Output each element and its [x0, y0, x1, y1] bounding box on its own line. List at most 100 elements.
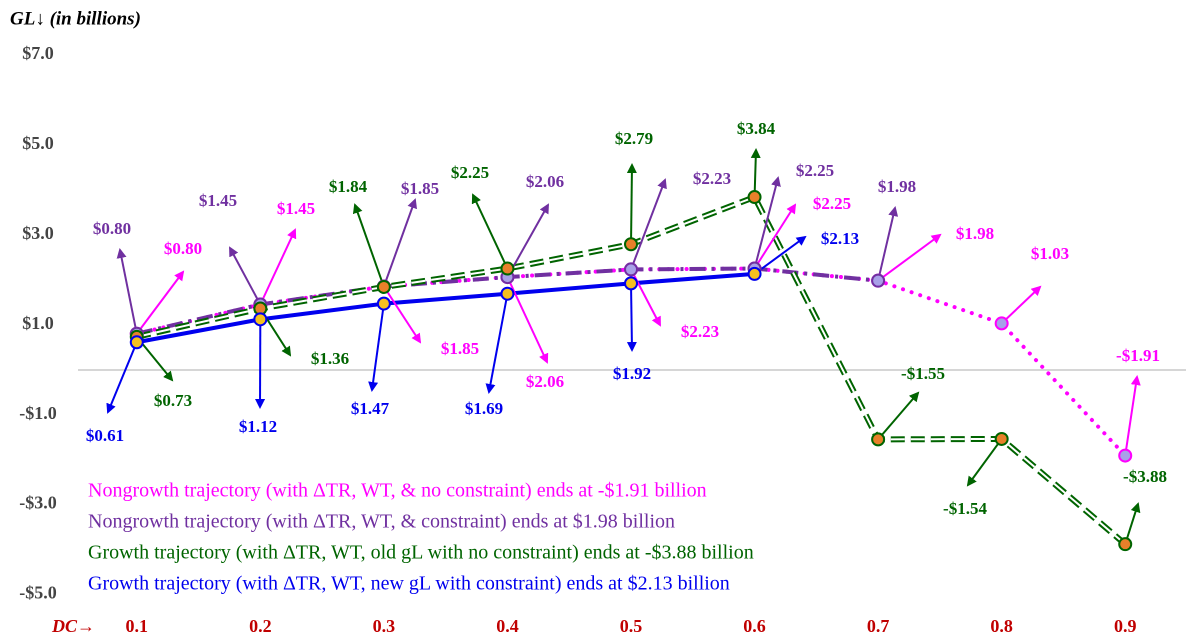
y-tick-label: $1.0 [22, 313, 54, 333]
value-label: $2.06 [526, 172, 564, 191]
point [994, 316, 1009, 331]
arrow [753, 176, 781, 269]
value-label: $2.25 [796, 161, 834, 180]
value-label: $1.45 [277, 199, 315, 218]
arrow [106, 341, 138, 414]
series-line [136, 271, 755, 345]
arrow [966, 438, 1003, 487]
point [871, 273, 886, 288]
value-label: $0.73 [154, 391, 192, 410]
value-label: $2.79 [615, 129, 653, 148]
value-label: -$3.88 [1123, 467, 1167, 486]
value-label: $1.12 [239, 417, 277, 436]
value-label: $1.98 [878, 177, 916, 196]
y-tick-label: $7.0 [22, 43, 54, 63]
legend-entry: Nongrowth trajectory (with ΔTR, WT, & no… [88, 480, 707, 502]
arrow [383, 285, 422, 344]
x-tick-label: 0.6 [743, 616, 766, 636]
y-tick-label: -$5.0 [19, 583, 57, 603]
arrow [1124, 502, 1141, 545]
legend-entry: Nongrowth trajectory (with ΔTR, WT, & co… [88, 511, 675, 533]
value-label: $2.06 [526, 372, 564, 391]
y-tick-label: $3.0 [22, 223, 54, 243]
point [994, 431, 1009, 446]
value-label: $1.85 [401, 179, 439, 198]
x-tick-label: 0.7 [867, 616, 890, 636]
value-label: $3.84 [737, 119, 776, 138]
value-label: $2.25 [451, 163, 489, 182]
value-label: $0.80 [93, 219, 131, 238]
value-label: $1.92 [613, 364, 651, 383]
point [624, 262, 638, 277]
y-tick-label: -$1.0 [19, 403, 57, 423]
value-label: $1.69 [465, 399, 503, 418]
value-label: $1.36 [311, 349, 349, 368]
y-tick-label: -$3.0 [19, 493, 57, 513]
arrow [135, 270, 185, 335]
value-label: $1.85 [441, 339, 479, 358]
point [1118, 448, 1133, 463]
arrow [259, 228, 297, 305]
value-label: $1.47 [351, 399, 390, 418]
point [500, 261, 515, 276]
value-label: $2.23 [693, 169, 731, 188]
arrow [1000, 285, 1042, 325]
y-axis-title: GL↓ (in billions) [10, 8, 141, 29]
x-tick-label: 0.4 [496, 616, 519, 636]
arrow [877, 206, 899, 281]
arrow [750, 148, 761, 198]
value-label: $2.25 [813, 194, 851, 213]
legend-entry: Growth trajectory (with ΔTR, WT, old gL … [88, 542, 754, 564]
arrow [382, 198, 417, 287]
x-tick-label: 0.1 [126, 616, 149, 636]
arrow [506, 203, 549, 278]
point [1118, 537, 1133, 552]
point [747, 266, 762, 281]
arrow [626, 283, 637, 352]
x-tick-label: 0.8 [990, 616, 1013, 636]
value-label: -$1.91 [1116, 346, 1160, 365]
value-label: $1.84 [329, 177, 368, 196]
y-tick-label: $5.0 [22, 133, 54, 153]
arrow [368, 303, 385, 392]
value-label: $1.98 [956, 224, 994, 243]
arrow [471, 193, 509, 269]
x-tick-label: 0.5 [620, 616, 643, 636]
value-label: -$1.55 [901, 364, 945, 383]
x-tick-label: 0.2 [249, 616, 272, 636]
arrow [229, 246, 262, 305]
arrow [485, 293, 509, 394]
arrow [877, 391, 920, 441]
point [871, 432, 886, 447]
value-label: $2.23 [681, 322, 719, 341]
arrow [877, 233, 942, 282]
point [747, 190, 762, 205]
arrow [352, 203, 385, 288]
value-label: $0.61 [86, 426, 124, 445]
value-label: $1.45 [199, 191, 237, 210]
legend-entry: Growth trajectory (with ΔTR, WT, new gL … [88, 573, 730, 595]
arrow [506, 276, 549, 364]
point [376, 296, 391, 311]
arrow [116, 248, 138, 334]
x-tick-label: 0.3 [373, 616, 396, 636]
point [129, 335, 144, 350]
value-label: $2.13 [821, 229, 859, 248]
arrow [753, 235, 807, 275]
arrow [753, 203, 797, 270]
point [624, 237, 638, 252]
value-label: $1.03 [1031, 244, 1069, 263]
point [376, 279, 391, 294]
x-tick-label: 0.9 [1114, 616, 1137, 636]
value-label: -$1.54 [943, 499, 987, 518]
point [500, 286, 515, 301]
arrow [630, 268, 661, 327]
value-label: $0.80 [164, 239, 202, 258]
arrow [626, 163, 637, 245]
x-axis-title: DC→ [51, 616, 95, 636]
arrow [1124, 375, 1141, 456]
point [253, 312, 268, 327]
point [624, 276, 638, 291]
arrow [630, 178, 667, 270]
